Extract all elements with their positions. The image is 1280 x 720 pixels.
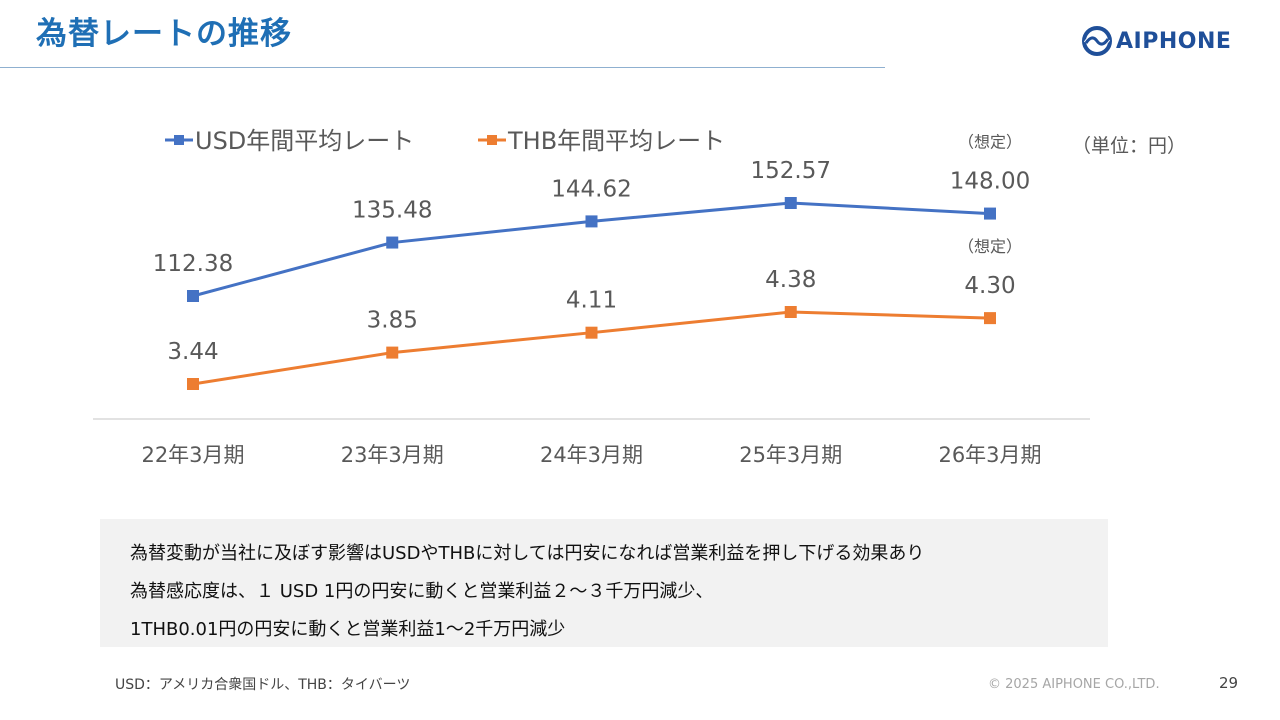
x-axis-tick-labels: 22年3月期 23年3月期 24年3月期 25年3月期 26年3月期	[141, 443, 1041, 467]
exchange-rate-chart: USD年間平均レート THB年間平均レート （単位：円） 22年3月期 23年3月期…	[93, 127, 1186, 467]
data-point	[585, 215, 598, 228]
x-tick-label: 22年3月期	[141, 443, 244, 467]
chart-legend: USD年間平均レート THB年間平均レート	[165, 127, 725, 155]
legend-marker-1	[487, 135, 497, 145]
data-label: 148.00	[950, 169, 1030, 195]
data-label-layer: 112.38 135.48 144.62 152.57 148.00 3.44 3.85 4.…	[153, 158, 1030, 365]
data-label: 4.30	[964, 273, 1015, 299]
legend-label-1: THB年間平均レート	[507, 127, 725, 155]
note-line: 1THB0.01円の円安に動くと営業利益1～2千万円減少	[130, 619, 566, 640]
aiphone-logo-icon	[1082, 26, 1112, 56]
data-label: 3.85	[367, 308, 418, 334]
series-line-1	[192, 310, 991, 386]
title-divider	[0, 67, 885, 68]
note-line: 為替変動が当社に及ぼす影響はUSDやTHBに対しては円安になれば営業利益を押し下…	[130, 543, 925, 564]
page-number: 29	[1219, 674, 1239, 692]
data-point	[784, 306, 797, 318]
note-box: 為替変動が当社に及ぼす影響はUSDやTHBに対しては円安になれば営業利益を押し下…	[100, 519, 1108, 647]
legend-marker-0	[174, 135, 184, 145]
logo-text: AIPHONE	[1116, 28, 1232, 54]
data-label: 3.44	[167, 339, 218, 365]
x-tick-label: 24年3月期	[540, 443, 643, 467]
data-point	[784, 197, 797, 209]
data-point	[386, 346, 399, 359]
currency-footnote: USD：アメリカ合衆国ドル、THB：タイバーツ	[115, 677, 411, 693]
data-point	[187, 378, 199, 390]
data-point	[984, 207, 996, 220]
series-layer	[187, 197, 996, 390]
legend-label-0: USD年間平均レート	[195, 127, 414, 155]
annotation-label: （想定）	[958, 237, 1022, 256]
unit-label: （単位：円）	[1072, 135, 1186, 157]
data-label: 4.38	[765, 267, 816, 293]
annotation-layer: （想定） （想定）	[958, 133, 1022, 257]
data-point	[585, 326, 598, 339]
annotation-label: （想定）	[958, 133, 1022, 152]
data-point	[984, 312, 996, 325]
x-tick-label: 26年3月期	[938, 443, 1041, 467]
data-label: 4.11	[566, 288, 617, 314]
x-tick-label: 23年3月期	[341, 443, 444, 467]
data-point	[386, 236, 399, 249]
aiphone-logo: AIPHONE	[1082, 26, 1231, 56]
data-point	[187, 290, 199, 302]
page-title: 為替レートの推移	[36, 16, 292, 52]
data-label: 144.62	[551, 176, 631, 202]
data-label: 112.38	[153, 251, 233, 277]
note-line: 為替感応度は、１ USD 1円の円安に動くと営業利益２～３千万円減少、	[130, 581, 714, 602]
copyright: © 2025 AIPHONE CO.,LTD.	[988, 677, 1160, 692]
data-label: 135.48	[352, 198, 432, 224]
x-tick-label: 25年3月期	[739, 443, 842, 467]
data-label: 152.57	[751, 158, 831, 184]
